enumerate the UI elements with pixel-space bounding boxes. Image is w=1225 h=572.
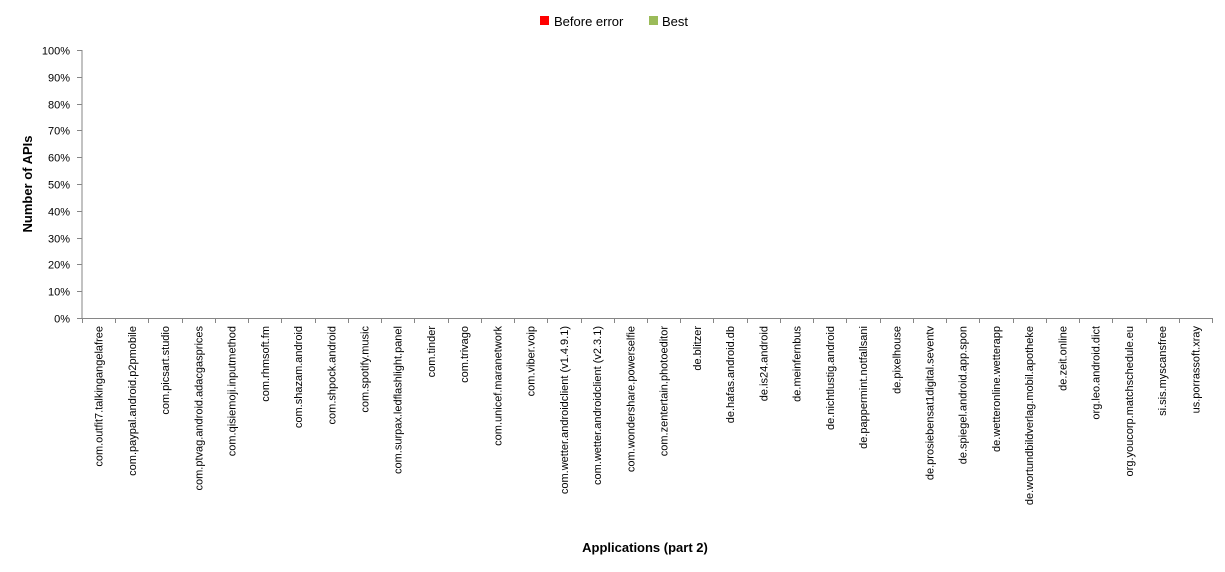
y-tick-label: 30% bbox=[48, 234, 70, 246]
x-category-label: com.picsart.studio bbox=[160, 326, 172, 415]
x-category-label: com.spotify.music bbox=[360, 326, 372, 413]
x-category-label: com.surpax.ledflashlight.panel bbox=[393, 326, 405, 474]
x-category-label: com.wetter.androidclient (v1.4.9.1) bbox=[559, 326, 571, 494]
x-category-label: org.youcorp.matchschedule.eu bbox=[1124, 326, 1136, 476]
y-tick-label: 80% bbox=[48, 100, 70, 112]
x-category-label: com.trivago bbox=[459, 326, 471, 383]
y-tick-label: 70% bbox=[48, 126, 70, 138]
y-tick-label: 90% bbox=[48, 73, 70, 85]
x-category-label: de.is24.android bbox=[758, 326, 770, 401]
x-category-label: de.pixelhouse bbox=[891, 326, 903, 394]
y-axis-title: Number of APIs bbox=[20, 135, 35, 232]
y-tick-label: 50% bbox=[48, 180, 70, 192]
x-axis-title: Applications (part 2) bbox=[582, 540, 708, 555]
y-tick-label: 10% bbox=[48, 287, 70, 299]
x-category-label: de.meinfernbus bbox=[792, 326, 804, 402]
y-tick-label: 100% bbox=[42, 46, 70, 58]
x-category-label: de.wortundbildverlag.mobil.apotheke bbox=[1024, 326, 1036, 505]
y-tick-label: 60% bbox=[48, 153, 70, 165]
y-axis: 0% 10% 20% 30% 40% 50% 60% 70% 80% 90% 100% bbox=[42, 46, 83, 326]
legend: Before error Best bbox=[540, 14, 688, 29]
x-category-label: si.sis.myscansfree bbox=[1157, 326, 1169, 416]
x-category-label: us.porrassoft.xray bbox=[1190, 326, 1202, 414]
x-category-label: de.spiegel.android.app.spon bbox=[958, 326, 970, 464]
x-category-label: com.unicef.maranetwork bbox=[492, 326, 504, 446]
legend-swatch-best bbox=[649, 16, 658, 25]
x-category-label: com.ptvag.android.adacgasprices bbox=[193, 326, 205, 491]
x-category-label: de.blitzer bbox=[692, 326, 704, 371]
legend-label-before-error: Before error bbox=[554, 14, 624, 29]
x-category-label: com.rhmsoft.fm bbox=[260, 326, 272, 402]
x-category-label: com.outfit7.talkingangelafree bbox=[94, 326, 106, 467]
x-category-label: de.hafas.android.db bbox=[725, 326, 737, 423]
x-category-label: de.nichtlustig.android bbox=[825, 326, 837, 430]
x-category-label: de.zeit.online bbox=[1057, 326, 1069, 391]
legend-swatch-before-error bbox=[540, 16, 549, 25]
x-category-label: de.wetteronline.wetterapp bbox=[991, 326, 1003, 452]
x-category-label: com.viber.voip bbox=[526, 326, 538, 396]
x-category-label: de.pappermint.notfallsani bbox=[858, 326, 870, 449]
x-category-label: com.qisiemoji.inputmethod bbox=[227, 326, 239, 456]
y-tick-label: 40% bbox=[48, 207, 70, 219]
x-category-label: com.tinder bbox=[426, 326, 438, 378]
legend-label-best: Best bbox=[662, 14, 688, 29]
y-tick-label: 0% bbox=[54, 314, 70, 326]
x-category-label: com.shpock.android bbox=[326, 326, 338, 424]
x-category-label: com.paypal.android.p2pmobile bbox=[127, 326, 139, 476]
x-category-label: com.zentertain.photoeditor bbox=[659, 326, 671, 457]
x-category-label: com.wondershare.powerselfie bbox=[625, 326, 637, 472]
x-category-label: com.shazam.android bbox=[293, 326, 305, 428]
x-category-label: org.leo.android.dict bbox=[1091, 326, 1103, 420]
x-axis: com.outfit7.talkingangelafree com.paypal.… bbox=[82, 318, 1213, 505]
y-tick-label: 20% bbox=[48, 260, 70, 272]
x-category-label: com.wetter.androidclient (v2.3.1) bbox=[592, 326, 604, 485]
x-category-label: de.prosiebensat1digital.seventv bbox=[925, 326, 937, 481]
